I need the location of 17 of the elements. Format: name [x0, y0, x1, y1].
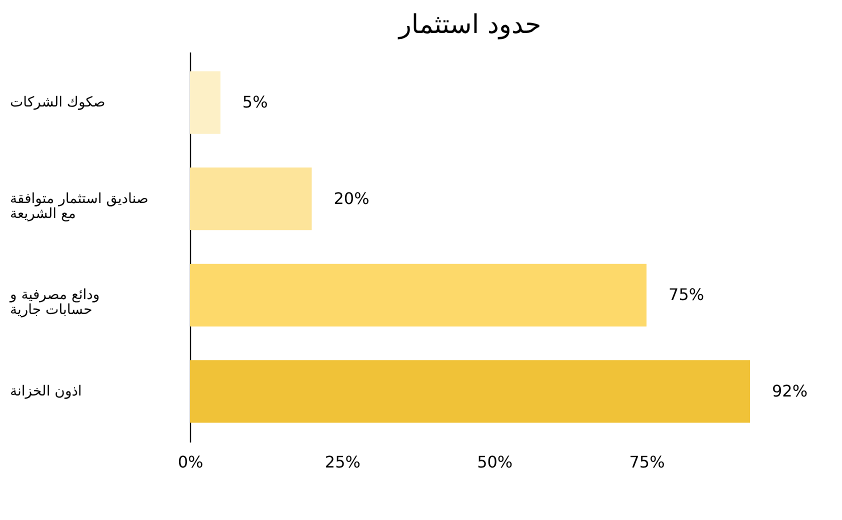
x-tick-label: 50%	[477, 452, 513, 472]
y-tick-label: ودائع مصرفية و حسابات جارية	[9, 287, 100, 318]
y-tick-label: اذون الخزانة	[10, 383, 82, 400]
y-tick-label: صناديق استثمار متوافقة مع الشريعة	[10, 190, 148, 222]
chart-title: حدود استثمار	[396, 10, 542, 40]
y-tick-label: صكوك الشركات	[10, 94, 106, 111]
x-tick-label: 25%	[324, 452, 360, 472]
data-label: 5%	[242, 92, 268, 112]
data-label: 75%	[668, 285, 704, 304]
bar	[190, 168, 312, 230]
x-tick-label: 0%	[178, 452, 204, 472]
data-label: 20%	[334, 188, 370, 208]
bar	[190, 360, 750, 423]
x-tick-label: 75%	[629, 452, 665, 472]
bar	[190, 71, 220, 134]
data-label: 92%	[772, 381, 808, 400]
bar	[190, 264, 647, 326]
